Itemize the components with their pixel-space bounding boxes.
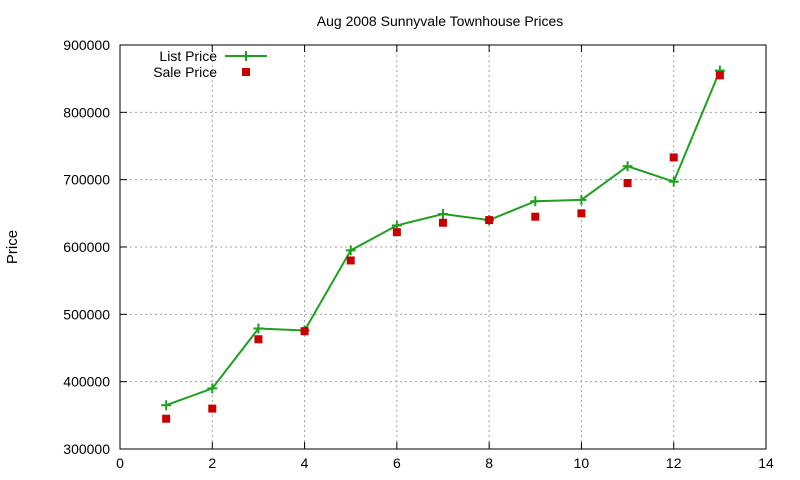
series-0 bbox=[161, 65, 725, 411]
data-point bbox=[346, 256, 355, 265]
series-layer bbox=[161, 65, 725, 423]
y-tick-label: 400000 bbox=[63, 374, 110, 390]
data-point bbox=[300, 327, 309, 336]
data-point bbox=[254, 335, 263, 344]
x-tick-label: 6 bbox=[393, 455, 401, 471]
legend-label: List Price bbox=[159, 48, 217, 64]
data-point bbox=[530, 196, 541, 207]
grid-lines bbox=[120, 45, 766, 449]
data-point bbox=[392, 228, 401, 237]
y-axis-label: Price bbox=[4, 230, 21, 264]
data-point bbox=[623, 179, 632, 188]
x-tick-label: 4 bbox=[301, 455, 309, 471]
legend-swatch-marker bbox=[242, 68, 250, 76]
data-point bbox=[531, 212, 540, 221]
data-point bbox=[208, 404, 217, 413]
legend-swatch-marker bbox=[241, 51, 251, 61]
y-tick-label: 600000 bbox=[63, 239, 110, 255]
x-tick-label: 2 bbox=[208, 455, 216, 471]
data-point bbox=[439, 218, 447, 227]
y-tick-label: 300000 bbox=[63, 441, 110, 457]
x-tick-label: 14 bbox=[758, 455, 774, 471]
y-tick-label: 900000 bbox=[63, 37, 110, 53]
series-1 bbox=[162, 71, 724, 423]
series-line bbox=[165, 70, 721, 407]
chart-title: Aug 2008 Sunnyvale Townhouse Prices bbox=[317, 13, 563, 29]
x-tick-label: 0 bbox=[116, 455, 124, 471]
x-tick-label: 10 bbox=[574, 455, 590, 471]
data-point bbox=[438, 209, 448, 220]
data-point bbox=[162, 414, 171, 423]
x-tick-label: 12 bbox=[666, 455, 682, 471]
y-tick-label: 700000 bbox=[63, 172, 110, 188]
x-tick-label: 8 bbox=[485, 455, 493, 471]
data-point bbox=[253, 323, 264, 334]
data-point bbox=[345, 245, 356, 256]
data-point bbox=[622, 161, 633, 172]
data-point bbox=[576, 194, 587, 205]
data-point bbox=[577, 209, 586, 218]
data-point bbox=[485, 216, 494, 225]
data-point bbox=[207, 383, 218, 394]
data-point bbox=[668, 176, 679, 187]
data-point bbox=[161, 400, 172, 411]
y-tick-label: 500000 bbox=[63, 306, 110, 322]
legend-label: Sale Price bbox=[153, 64, 217, 80]
data-point bbox=[669, 153, 678, 162]
axis-ticks: 0 2 4 6 8 10 12 14 300000 400000 500000 600000 70000… bbox=[63, 37, 774, 471]
y-tick-label: 800000 bbox=[63, 104, 110, 120]
data-point bbox=[715, 71, 724, 80]
